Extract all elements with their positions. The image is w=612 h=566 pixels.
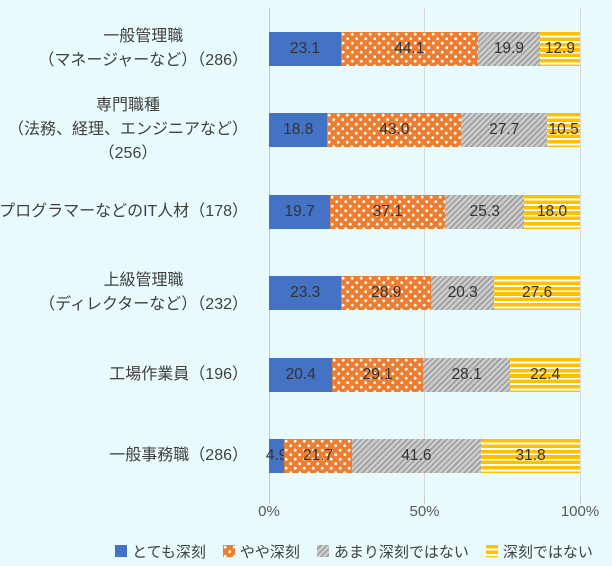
category-label: 工場作業員（196） [0, 363, 269, 387]
category-label-text: 上級管理職 （ディレクターなど）（232） [39, 272, 248, 314]
axis-tick-50 [424, 497, 425, 504]
category-label: プログラマーなどのIT人材（178） [0, 200, 269, 224]
legend: とても深刻 やや深刻 あまり深刻ではない 深刻ではない [96, 538, 612, 564]
bar-segment: 29.1 [332, 357, 423, 392]
chart-row: 専門職種 （法務、経理、エンジニアなど） （256） 18.8 43.0 27.7 10.5 [0, 90, 612, 172]
category-label: 上級管理職 （ディレクターなど）（232） [0, 269, 269, 317]
gridline-0 [268, 8, 270, 497]
gridline-100 [579, 8, 581, 497]
legend-label: 深刻ではない [502, 543, 593, 561]
bar-segment: 18.0 [524, 194, 580, 229]
bar-segment: 28.1 [422, 357, 511, 392]
segment-value-label: 18.0 [536, 202, 568, 220]
axis-tick-0 [268, 497, 270, 504]
legend-marker-icon [316, 545, 329, 557]
bar-segment: 20.3 [431, 276, 495, 311]
segment-value-label: 23.1 [289, 39, 320, 57]
segment-value-label: 28.9 [371, 284, 402, 302]
bar-segment: 12.9 [539, 31, 580, 66]
bar-segment: 19.7 [269, 194, 331, 229]
stacked-bar: 20.4 29.1 28.1 22.4 [269, 357, 580, 392]
legend-marker-icon [222, 545, 235, 557]
segment-value-label: 21.7 [302, 447, 334, 465]
bar-segment: 10.5 [547, 113, 580, 148]
bar-segment: 20.4 [269, 357, 333, 392]
segment-value-label: 22.4 [530, 365, 561, 383]
legend-marker-icon [115, 545, 128, 557]
gridline-50 [424, 8, 425, 497]
segment-value-label: 19.9 [493, 39, 524, 57]
segment-value-label: 18.8 [283, 121, 314, 139]
chart-row: 工場作業員（196） 20.4 29.1 28.1 22.4 [0, 334, 612, 416]
segment-value-label: 29.1 [362, 365, 393, 383]
segment-value-label: 31.8 [515, 447, 546, 465]
chart-row: プログラマーなどのIT人材（178） 19.7 37.1 25.3 18.0 [0, 171, 612, 253]
bar-segment: 21.7 [284, 439, 352, 474]
bar-segment: 22.4 [510, 357, 580, 392]
segment-value-label: 25.3 [469, 202, 500, 220]
category-label-text: 専門職種 （法務、経理、エンジニアなど） （256） [7, 97, 248, 163]
legend-item: やや深刻 [222, 541, 300, 562]
stacked-bar: 19.7 37.1 25.3 18.0 [269, 194, 580, 229]
category-label-text: プログラマーなどのIT人材（178） [0, 202, 248, 220]
category-label-text: 工場作業員（196） [109, 365, 248, 383]
bar-segment: 43.0 [327, 113, 462, 148]
segment-value-label: 41.6 [401, 447, 432, 465]
category-label: 一般事務職（286） [0, 444, 269, 468]
segment-value-label: 10.5 [548, 121, 579, 139]
category-label-text: 一般管理職 （マネージャーなど）（286） [38, 27, 248, 69]
stacked-bar: 18.8 43.0 27.7 10.5 [269, 113, 580, 148]
bar-segment: 19.9 [477, 31, 540, 66]
segment-value-label: 44.1 [394, 39, 425, 57]
stacked-bar: 23.3 28.9 20.3 27.6 [269, 276, 580, 311]
legend-label: あまり深刻ではない [333, 543, 469, 561]
segment-value-label: 12.9 [544, 39, 575, 57]
bar-segment: 23.3 [269, 276, 342, 311]
bar-segment: 23.1 [269, 31, 341, 66]
chart-row: 一般管理職 （マネージャーなど）（286） 23.1 44.1 19.9 12.9 [0, 8, 612, 90]
chart-row: 上級管理職 （ディレクターなど）（232） 23.3 28.9 20.3 27.6 [0, 253, 612, 335]
legend-item: とても深刻 [115, 541, 206, 562]
segment-value-label: 23.3 [290, 284, 321, 302]
bar-segment: 37.1 [330, 194, 446, 229]
stacked-bar: 23.1 44.1 19.9 12.9 [269, 31, 580, 66]
bar-segment: 27.7 [461, 113, 548, 148]
segment-value-label: 43.0 [379, 121, 410, 139]
segment-value-label: 27.7 [489, 121, 520, 139]
bar-segment: 44.1 [340, 31, 478, 66]
x-axis-tick-label: 100% [560, 503, 600, 520]
category-label-text: 一般事務職（286） [109, 447, 248, 465]
category-label: 専門職種 （法務、経理、エンジニアなど） （256） [0, 94, 269, 166]
legend-label: とても深刻 [132, 543, 206, 561]
axis-tick-100 [579, 497, 581, 504]
segment-value-label: 20.3 [447, 284, 478, 302]
segment-value-label: 27.6 [522, 284, 553, 302]
segment-value-label: 4.9 [265, 447, 288, 465]
segment-value-label: 37.1 [372, 202, 403, 220]
bar-segment: 28.9 [341, 276, 432, 311]
legend-label: やや深刻 [239, 543, 300, 561]
bar-segment: 41.6 [351, 439, 482, 474]
legend-item: 深刻ではない [485, 541, 593, 562]
chart-row: 一般事務職（286） 4.9 21.7 41.6 31.8 [0, 416, 612, 498]
legend-item: あまり深刻ではない [316, 541, 469, 562]
category-label: 一般管理職 （マネージャーなど）（286） [0, 25, 269, 73]
segment-value-label: 28.1 [451, 365, 482, 383]
plot-area: 一般管理職 （マネージャーなど）（286） 23.1 44.1 19.9 12.9 専門職種… [0, 8, 612, 497]
bar-segment: 25.3 [445, 194, 525, 229]
stacked-bar: 4.9 21.7 41.6 31.8 [266, 439, 580, 474]
x-axis-tick-label: 0% [258, 503, 280, 520]
bar-segment: 31.8 [481, 439, 580, 474]
segment-value-label: 19.7 [284, 202, 315, 220]
bar-segment: 27.6 [494, 276, 580, 311]
bar-segment: 4.9 [266, 439, 287, 474]
x-axis-tick-label: 50% [409, 503, 440, 520]
bar-segment: 18.8 [269, 113, 328, 148]
legend-marker-icon [485, 545, 498, 557]
segment-value-label: 20.4 [285, 365, 316, 383]
